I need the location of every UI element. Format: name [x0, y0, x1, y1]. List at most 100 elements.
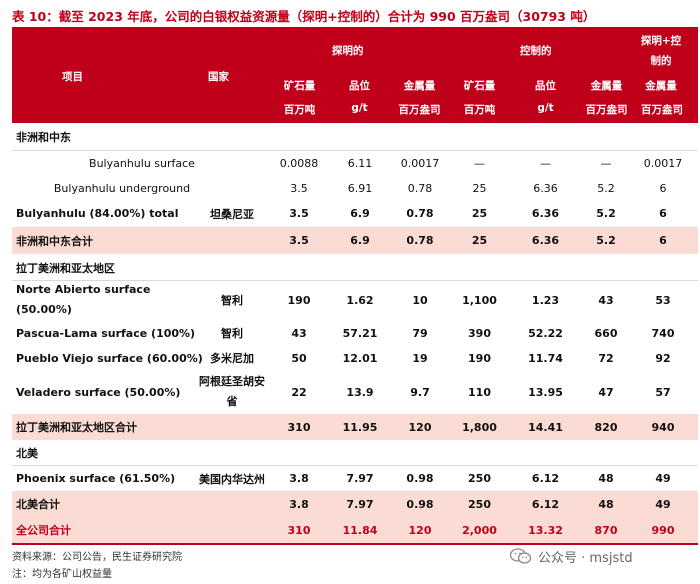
- cell-metal2: 660: [594, 326, 618, 340]
- header-total-metal: 金属量: [645, 80, 677, 92]
- table-row: Phoenix surface (61.50%) 美国内华达州 3.8 7.97…: [12, 466, 698, 491]
- cell-ore1: 3.5: [289, 207, 309, 220]
- cell-ore2: 250: [468, 472, 491, 485]
- cell-ore2: 25: [471, 234, 488, 247]
- cell-item: Veladero surface (50.00%): [16, 385, 181, 399]
- header-proven: 探明的: [332, 45, 364, 57]
- header-controlled: 控制的: [520, 45, 552, 57]
- section-header: 非洲和中东: [12, 124, 698, 150]
- table-row: Veladero surface (50.00%) 阿根廷圣胡安 省 22 13…: [12, 371, 698, 413]
- header-ore1: 矿石量: [283, 80, 316, 92]
- table-row: Norte Abierto surface (50.00%) 智利 190 1.…: [12, 280, 698, 320]
- watermark: 公众号 · msjstd: [510, 545, 633, 567]
- cell-ore2: 25: [471, 207, 488, 220]
- cell-metal2: 820: [594, 420, 618, 434]
- cell-grade1: 7.97: [346, 497, 374, 511]
- bottom-rule: [12, 543, 698, 545]
- cell-metal1: 10: [412, 293, 428, 307]
- cell-total: 6: [659, 207, 667, 220]
- cell-ore2: —: [474, 156, 485, 170]
- table-title: 表 10：截至 2023 年底，公司的白银权益资源量（探明+控制的）合计为 99…: [12, 9, 596, 24]
- section-name: 非洲和中东: [16, 131, 71, 144]
- table-row: Bulyanhulu (84.00%) total 坦桑尼亚 3.5 6.9 0…: [12, 201, 698, 226]
- cell-country: 坦桑尼亚: [210, 207, 254, 221]
- header-unit-mt2: 百万吨: [463, 104, 496, 116]
- cell-grade1: 1.62: [346, 293, 374, 307]
- cell-ore1: 310: [287, 420, 311, 434]
- cell-ore1: 43: [291, 326, 307, 340]
- table-row: Pueblo Viejo surface (60.00%) 多米尼加 50 12…: [12, 346, 698, 370]
- cell-item: Pascua-Lama surface (100%): [16, 326, 196, 340]
- cell-grade2: —: [540, 156, 551, 170]
- cell-total: 49: [655, 497, 671, 511]
- section-header: 拉丁美洲和亚太地区: [12, 256, 698, 280]
- cell-grade2: 6.12: [531, 472, 560, 485]
- header-unit-gt1: g/t: [351, 102, 368, 114]
- top-rule: [12, 27, 698, 29]
- cell-total: 57: [655, 385, 671, 399]
- cell-grade2: 11.74: [528, 351, 563, 365]
- cell-metal2: 48: [598, 472, 614, 485]
- header-unit-moz2: 百万盎司: [585, 104, 628, 116]
- cell-total: 940: [651, 420, 675, 434]
- cell-grade2: 6.36: [531, 234, 560, 247]
- row-divider: [12, 150, 698, 151]
- cell-total: 990: [651, 523, 675, 537]
- wechat-icon: [510, 548, 532, 564]
- cell-grade1: 6.11: [347, 156, 373, 170]
- cell-metal2: 5.2: [597, 181, 615, 195]
- cell-country: 阿根廷圣胡安 省: [197, 371, 267, 413]
- cell-country: 智利: [221, 294, 243, 307]
- header-unit-moz3: 百万盎司: [641, 104, 683, 116]
- cell-total: 740: [651, 326, 675, 340]
- cell-country: 多米尼加: [210, 352, 254, 365]
- cell-grade2: 14.41: [528, 420, 563, 434]
- cell-grade1: 13.9: [346, 385, 374, 399]
- cell-metal1: 0.78: [406, 207, 434, 220]
- table-header: 项目 国家 探明的 控制的 探明+控 制的 矿石量 品位 金属量 矿石量 品位 …: [12, 29, 698, 123]
- cell-ore2: 2,000: [462, 523, 497, 537]
- cell-ore2: 25: [472, 181, 487, 195]
- cell-item: Bulyanhulu underground: [53, 181, 191, 195]
- table-row: Bulyanhulu underground 3.5 6.91 0.78 25 …: [12, 176, 698, 200]
- cell-ore1: 22: [291, 385, 307, 399]
- section-name: 拉丁美洲和亚太地区: [16, 262, 115, 275]
- cell-grade1: 12.01: [342, 351, 378, 365]
- cell-grade1: 11.84: [342, 523, 378, 537]
- cell-item: Norte Abierto surface (50.00%): [16, 280, 150, 320]
- cell-ore2: 390: [468, 326, 491, 340]
- cell-grade1: 11.95: [342, 420, 378, 434]
- cell-grade2: 6.12: [531, 497, 560, 511]
- cell-total: 49: [655, 472, 671, 485]
- cell-total: 6: [659, 234, 667, 247]
- cell-metal1: 19: [412, 351, 428, 365]
- cell-metal2: 72: [598, 351, 614, 365]
- header-metal1: 金属量: [403, 80, 436, 92]
- cell-country-line1: 阿根廷圣胡安: [199, 375, 265, 388]
- cell-item: 北美合计: [16, 498, 60, 511]
- header-unit-moz1: 百万盎司: [398, 104, 441, 116]
- cell-country-line2: 省: [226, 395, 238, 408]
- cell-metal2: 870: [594, 523, 618, 537]
- cell-grade1: 57.21: [342, 326, 378, 340]
- cell-ore1: 3.5: [289, 234, 309, 247]
- grand-total-row: 全公司合计 310 11.84 120 2,000 13.32 870 990: [12, 517, 698, 543]
- header-ore2: 矿石量: [463, 80, 496, 92]
- cell-metal1: 0.98: [406, 497, 434, 511]
- cell-total: 6: [659, 181, 667, 195]
- cell-item: 全公司合计: [16, 524, 71, 537]
- cell-metal1: 9.7: [410, 385, 430, 399]
- watermark-text: 公众号 · msjstd: [538, 550, 633, 566]
- cell-metal2: 48: [598, 497, 614, 511]
- cell-metal1: 120: [408, 420, 432, 434]
- subtotal-row: 非洲和中东合计 3.5 6.9 0.78 25 6.36 5.2 6: [12, 227, 698, 254]
- cell-total: 53: [655, 293, 671, 307]
- cell-grade2: 1.23: [531, 293, 560, 307]
- cell-ore1: 310: [287, 523, 311, 537]
- cell-item: 非洲和中东合计: [16, 234, 93, 248]
- header-unit-mt1: 百万吨: [283, 104, 316, 116]
- cell-item: Bulyanhulu surface: [89, 156, 195, 170]
- footnote: 注：均为各矿山权益量: [12, 569, 112, 580]
- cell-item: Phoenix surface (61.50%): [16, 472, 176, 485]
- header-total-line1: 探明+控: [640, 35, 682, 47]
